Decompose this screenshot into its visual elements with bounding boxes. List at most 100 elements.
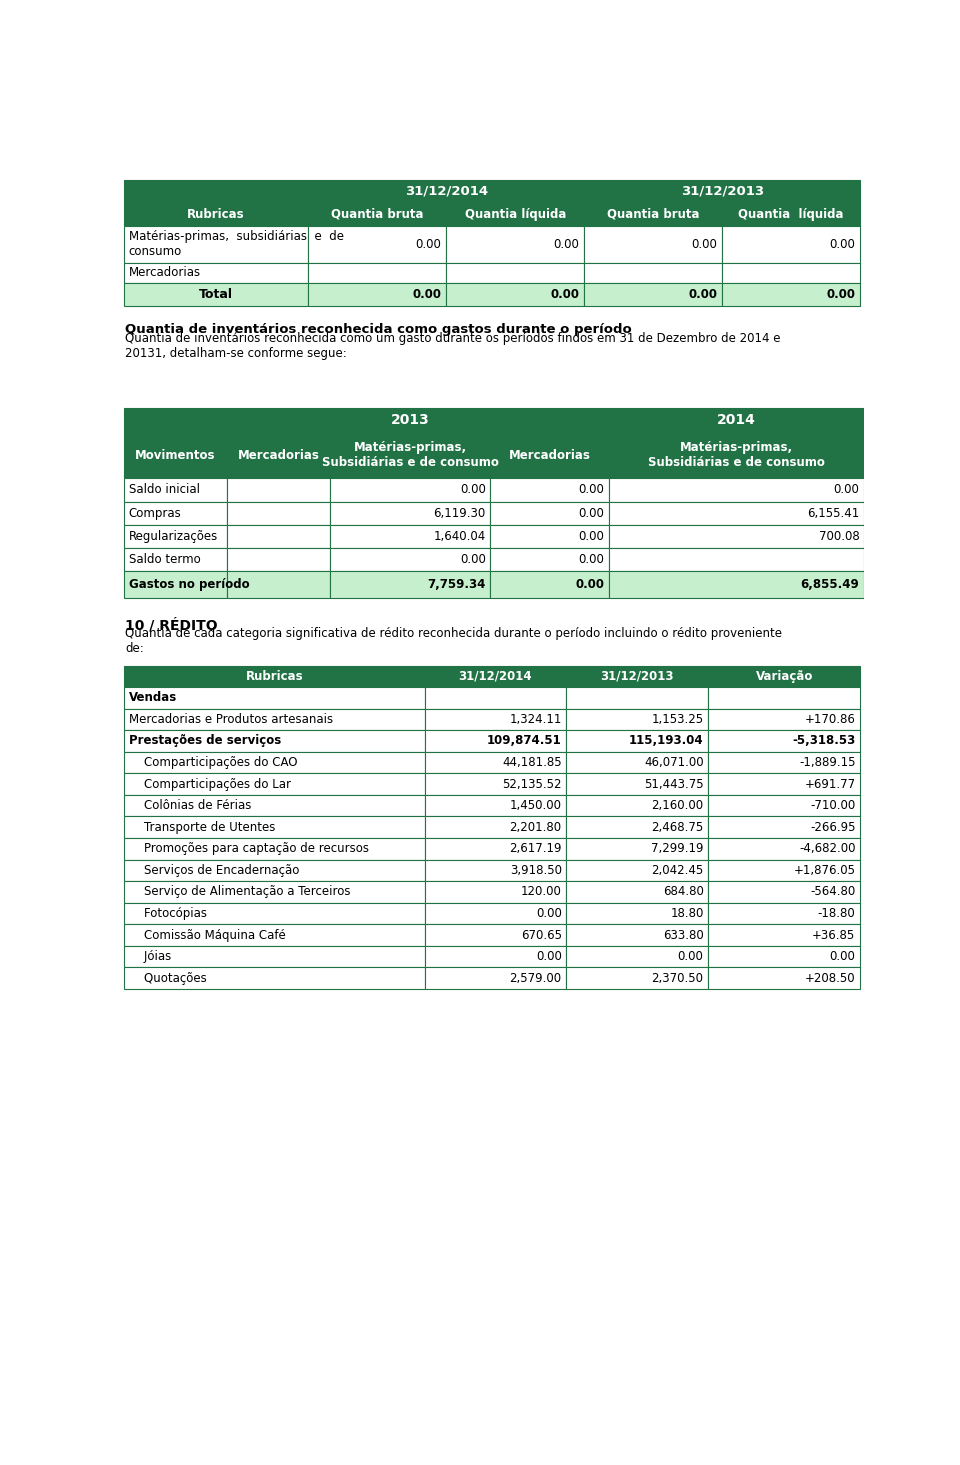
Text: Saldo inicial: Saldo inicial [129, 483, 200, 497]
Text: Comissão Máquina Café: Comissão Máquina Café [129, 929, 285, 942]
Bar [609, 479, 864, 501]
Text: 700.08: 700.08 [819, 530, 859, 542]
Bar [424, 902, 566, 924]
Bar [330, 524, 491, 548]
Text: Promoções para captação de recursos: Promoções para captação de recursos [129, 842, 369, 856]
Text: 10 / RÉDITO: 10 / RÉDITO [126, 618, 218, 633]
Bar [491, 407, 609, 432]
Text: 18.80: 18.80 [670, 907, 704, 920]
Text: Jóias: Jóias [129, 951, 171, 963]
Text: 2,468.75: 2,468.75 [651, 820, 704, 834]
Text: 6,119.30: 6,119.30 [434, 507, 486, 520]
Text: Colônias de Férias: Colônias de Férias [129, 800, 251, 812]
Text: 0.00: 0.00 [551, 289, 580, 300]
Text: +36.85: +36.85 [812, 929, 855, 942]
Text: -18.80: -18.80 [818, 907, 855, 920]
Bar [227, 524, 330, 548]
Bar [446, 262, 585, 283]
Text: 1,450.00: 1,450.00 [510, 800, 562, 812]
Bar [585, 283, 722, 306]
Bar [124, 548, 227, 571]
Text: Fotocópias: Fotocópias [129, 907, 206, 920]
Bar [609, 571, 864, 598]
Text: 115,193.04: 115,193.04 [629, 734, 704, 747]
Bar [424, 774, 566, 795]
Text: 2,579.00: 2,579.00 [510, 971, 562, 984]
Bar [124, 524, 227, 548]
Bar [124, 407, 330, 432]
Text: 51,443.75: 51,443.75 [644, 778, 704, 791]
Bar [609, 407, 864, 432]
Text: -1,889.15: -1,889.15 [799, 756, 855, 769]
Bar [124, 795, 424, 816]
Bar [124, 752, 424, 774]
Text: Mercadorias: Mercadorias [509, 448, 590, 461]
Text: Saldo termo: Saldo termo [129, 552, 201, 565]
Bar [446, 226, 585, 262]
Text: 0.00: 0.00 [579, 507, 605, 520]
Bar [424, 838, 566, 860]
Bar [566, 924, 708, 946]
Bar [124, 924, 424, 946]
Bar [491, 548, 609, 571]
Text: 2013: 2013 [391, 413, 430, 426]
Bar [566, 687, 708, 709]
Bar [566, 774, 708, 795]
Text: 1,324.11: 1,324.11 [510, 713, 562, 727]
Text: Transporte de Utentes: Transporte de Utentes [129, 820, 275, 834]
Bar [227, 548, 330, 571]
Bar [124, 880, 424, 902]
Bar [491, 432, 609, 479]
Bar [491, 571, 609, 598]
Bar [124, 709, 424, 730]
Text: +170.86: +170.86 [804, 713, 855, 727]
Bar [124, 262, 308, 283]
Bar [708, 967, 860, 989]
Text: 0.00: 0.00 [575, 577, 605, 590]
Text: Compras: Compras [129, 507, 181, 520]
Text: Quantia de inventários reconhecida como um gasto durante os períodos findos em 3: Quantia de inventários reconhecida como … [126, 333, 780, 360]
Text: 120.00: 120.00 [521, 885, 562, 898]
Bar [708, 687, 860, 709]
Bar [566, 967, 708, 989]
Bar [708, 860, 860, 880]
Bar [609, 432, 864, 479]
Bar [124, 180, 308, 202]
Bar [566, 752, 708, 774]
Bar [424, 709, 566, 730]
Bar [424, 795, 566, 816]
Text: 31/12/2013: 31/12/2013 [681, 185, 764, 198]
Bar [708, 709, 860, 730]
Bar [424, 967, 566, 989]
Text: 52,135.52: 52,135.52 [502, 778, 562, 791]
Text: Quantia  líquida: Quantia líquida [738, 208, 844, 221]
Text: Vendas: Vendas [129, 691, 177, 705]
Text: Matérias-primas,  subsidiárias  e  de
consumo: Matérias-primas, subsidiárias e de consu… [129, 230, 344, 258]
Bar [124, 838, 424, 860]
Text: Mercadorias: Mercadorias [237, 448, 320, 461]
Bar [446, 283, 585, 306]
Text: Quantia líquida: Quantia líquida [465, 208, 566, 221]
Text: 46,071.00: 46,071.00 [644, 756, 704, 769]
Bar [708, 902, 860, 924]
Text: 31/12/2014: 31/12/2014 [405, 185, 488, 198]
Text: 2,617.19: 2,617.19 [509, 842, 562, 856]
Text: Regularizações: Regularizações [129, 530, 218, 542]
Bar [566, 816, 708, 838]
Text: 0.00: 0.00 [829, 237, 855, 251]
Bar [330, 432, 491, 479]
Bar [424, 687, 566, 709]
Bar [708, 795, 860, 816]
Text: Comparticipações do Lar: Comparticipações do Lar [129, 778, 291, 791]
Bar [708, 880, 860, 902]
Bar [124, 902, 424, 924]
Bar [566, 860, 708, 880]
Bar [124, 202, 308, 226]
Text: 0.00: 0.00 [691, 237, 717, 251]
Text: Quantia de cada categoria significativa de rédito reconhecida durante o período : Quantia de cada categoria significativa … [126, 627, 782, 655]
Text: 0.00: 0.00 [688, 289, 717, 300]
Text: 0.00: 0.00 [416, 237, 442, 251]
Bar [491, 524, 609, 548]
Bar [424, 816, 566, 838]
Text: +208.50: +208.50 [804, 971, 855, 984]
